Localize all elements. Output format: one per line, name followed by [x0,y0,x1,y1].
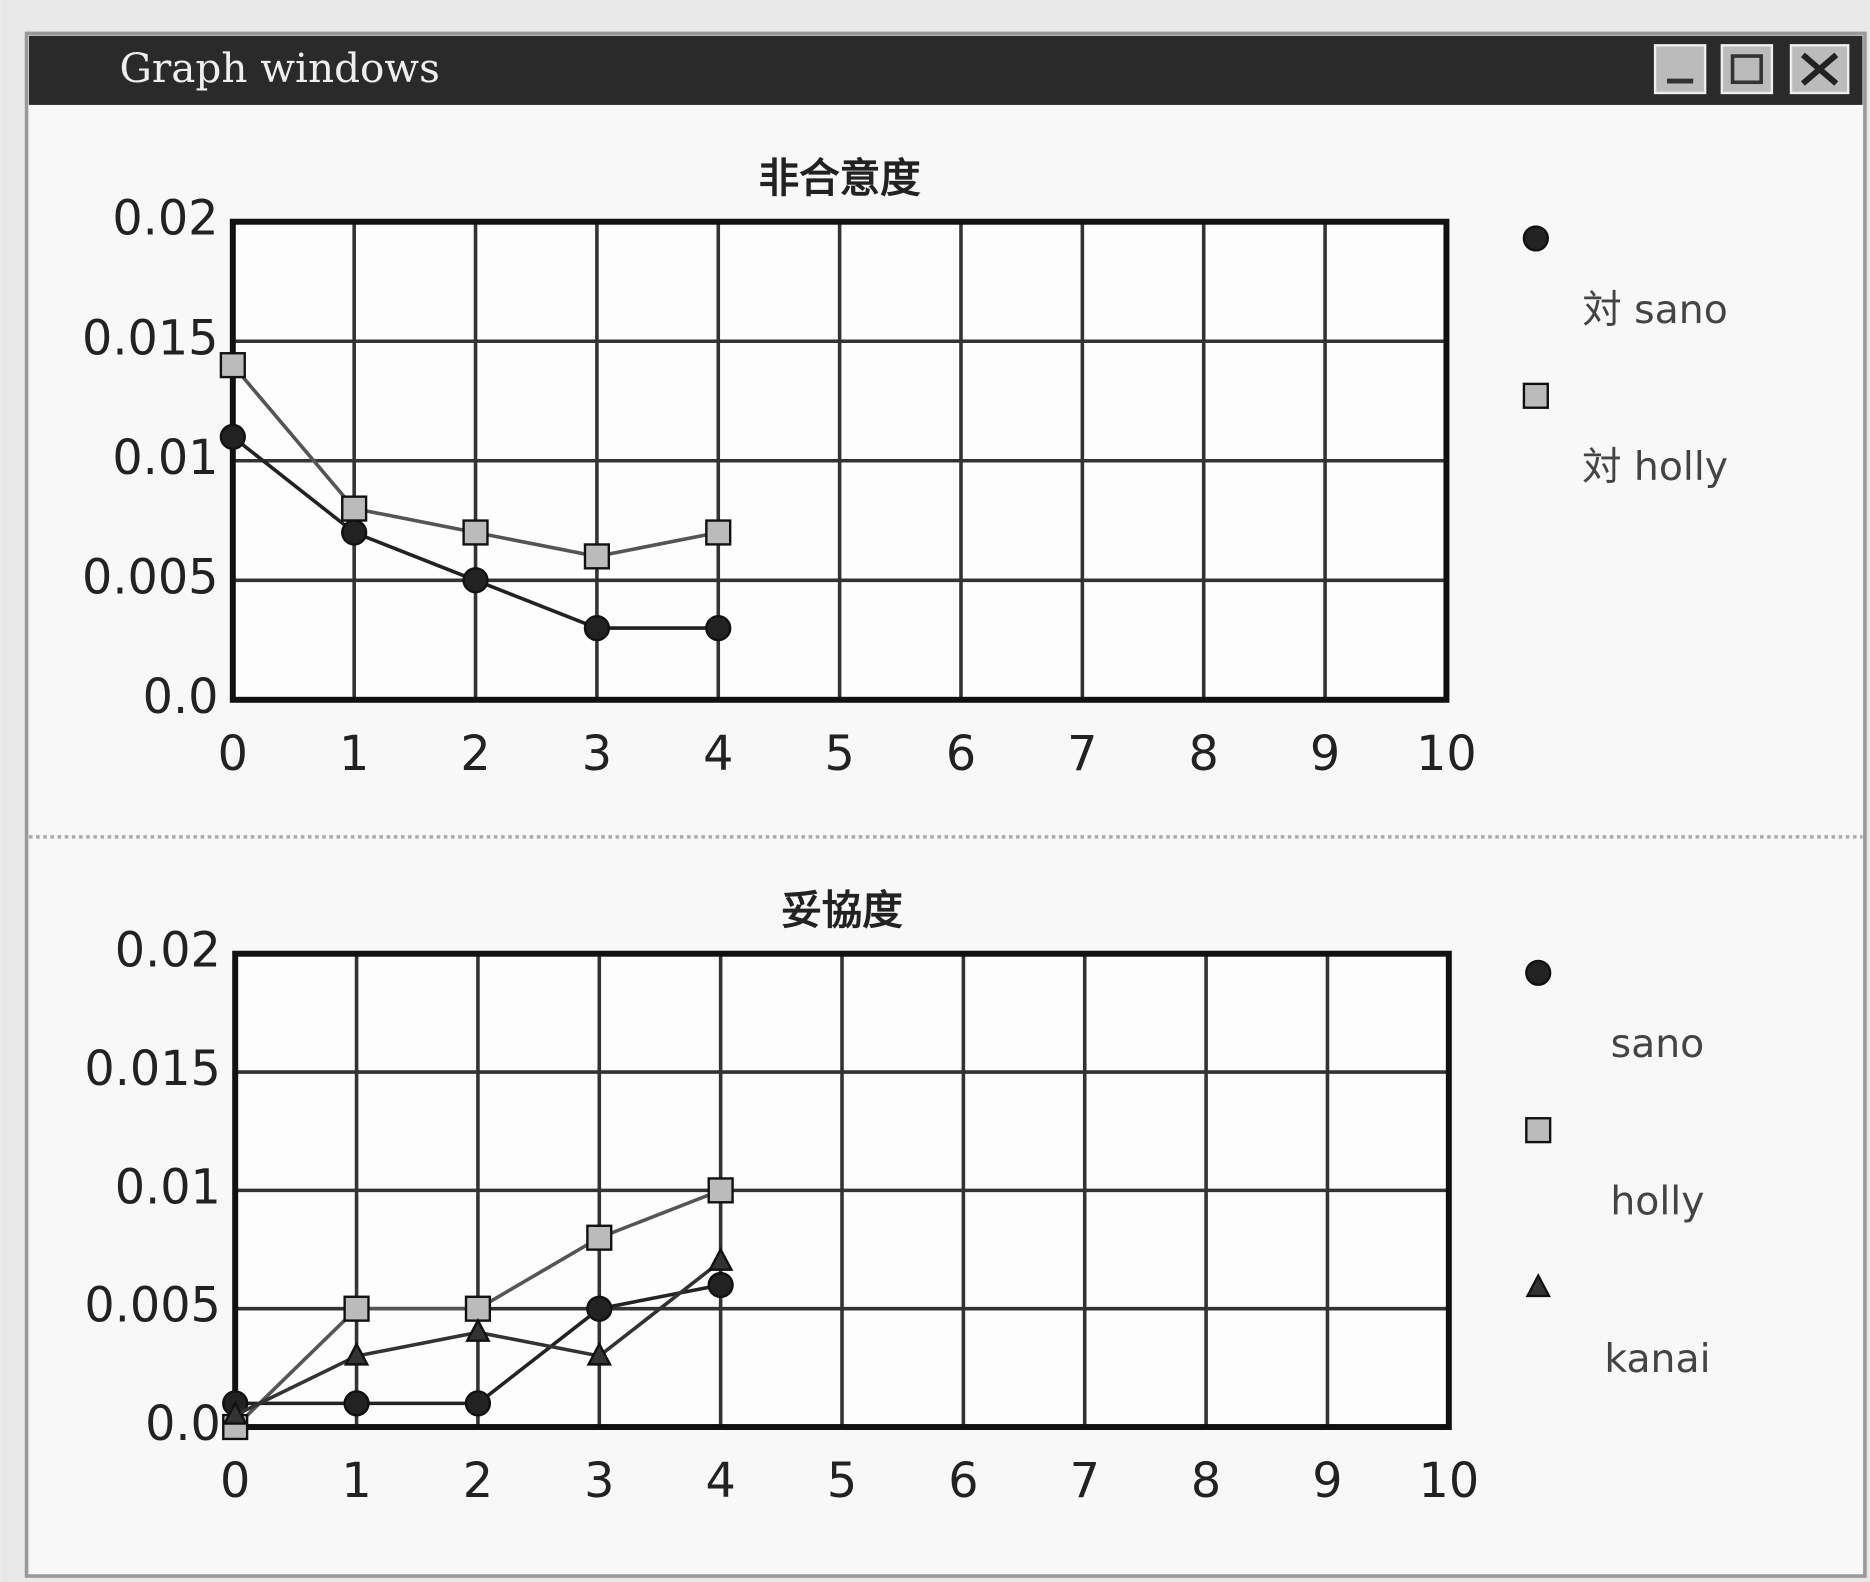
x-tick-label: 5 [827,1454,857,1509]
marker [586,1224,613,1251]
legend-label: sano [1611,1021,1705,1067]
x-tick-label: 1 [339,727,369,782]
marker [586,1295,613,1322]
x-tick-label: 10 [1416,727,1477,782]
marker [707,1246,734,1271]
chart-title: 非合意度 [759,154,922,202]
legend-label: kanai [1604,1336,1710,1382]
marker [583,543,611,570]
x-tick-label: 8 [1189,727,1219,782]
y-tick-label: 0.02 [115,924,221,979]
plot-border [232,950,1452,1430]
marker [462,519,489,546]
x-tick-label: 4 [703,727,733,782]
x-tick-label: 7 [1067,727,1097,782]
x-tick-label: 10 [1418,1454,1479,1509]
legend-marker [1522,382,1549,409]
legend-marker [1525,1117,1552,1144]
x-tick-label: 0 [218,727,248,782]
marker [343,1341,370,1366]
x-tick-label: 3 [582,727,612,782]
y-tick-label: 0.005 [84,1279,220,1334]
x-tick-label: 1 [341,1454,371,1509]
close-button[interactable] [1789,44,1850,95]
legend-marker [1525,1273,1551,1298]
y-tick-label: 0.02 [112,192,218,247]
plot-border [229,218,1450,703]
x-tick-label: 6 [946,727,976,782]
x-tick-label: 0 [220,1454,250,1509]
marker [219,352,246,379]
marker [219,423,246,450]
marker [705,519,732,546]
x-tick-label: 9 [1310,727,1340,782]
close-icon [1800,52,1839,86]
marker [705,614,732,642]
maximize-button[interactable] [1720,44,1774,95]
minimize-button[interactable] [1653,44,1707,95]
legend-label: 対 sano [1582,287,1727,333]
x-tick-label: 7 [1070,1454,1100,1509]
y-tick-label: 0.01 [115,1160,221,1215]
marker [465,1317,491,1342]
legend-label: 対 holly [1582,444,1728,490]
x-tick-label: 3 [584,1454,614,1509]
marker [462,567,489,594]
x-tick-label: 4 [705,1454,735,1509]
marker [707,1177,734,1204]
window-title: Graph windows [120,44,440,92]
title-bar [28,35,1863,105]
marker [464,1295,492,1322]
marker [222,1400,248,1425]
x-tick-label: 2 [463,1454,493,1509]
x-tick-label: 9 [1312,1454,1342,1509]
marker [583,614,611,642]
x-tick-label: 6 [948,1454,978,1509]
y-tick-label: 0.0 [143,670,219,725]
maximize-icon [1730,54,1763,85]
x-tick-label: 2 [460,727,490,782]
legend-label: holly [1610,1179,1704,1225]
y-tick-label: 0.01 [112,431,218,486]
marker [343,1390,370,1417]
y-tick-label: 0.0 [145,1397,221,1452]
chart-title: 妥協度 [781,886,903,934]
legend-marker [1525,959,1552,986]
marker [341,519,368,546]
x-tick-label: 5 [824,727,854,782]
y-tick-label: 0.005 [82,550,218,605]
legend-marker [1522,225,1549,252]
marker [707,1271,734,1299]
y-tick-label: 0.015 [84,1042,220,1097]
x-tick-label: 8 [1191,1454,1221,1509]
marker [343,1295,370,1322]
marker [341,495,368,522]
marker [464,1390,492,1417]
marker [586,1341,612,1366]
y-tick-label: 0.015 [82,311,218,366]
